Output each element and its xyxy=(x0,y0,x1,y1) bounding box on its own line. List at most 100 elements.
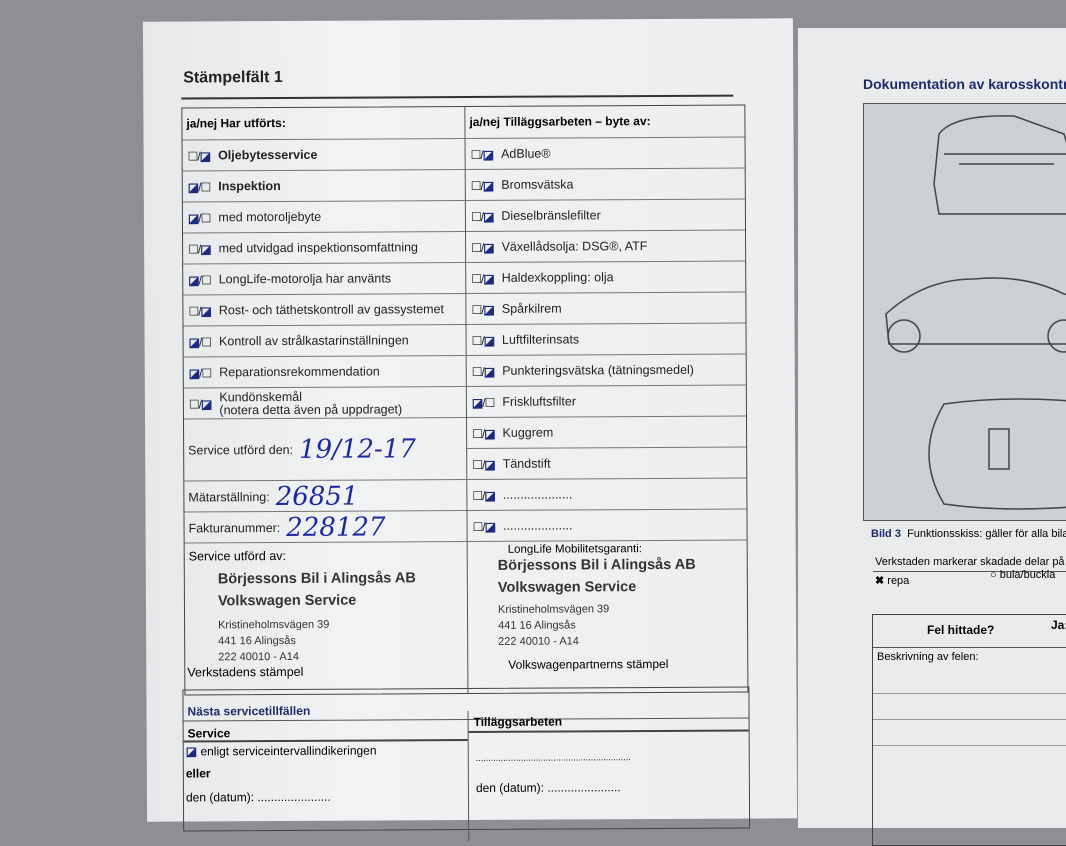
item-label: Friskluftsfilter xyxy=(502,394,577,409)
item-label: med utvidgad inspektionsomfattning xyxy=(218,240,419,256)
ja-nej-checkboxes[interactable]: ☐/◪ xyxy=(471,364,495,379)
stamp-name: Börjessons Bil i Alingsås AB xyxy=(497,556,696,574)
checkbox-checked-icon[interactable]: ◪ xyxy=(484,426,495,441)
checklist-row: ◪/☐ Inspektion xyxy=(182,169,465,203)
checkbox-checked-icon[interactable]: ◪ xyxy=(188,272,199,287)
ja-nej-checkboxes[interactable]: ☐/◪ xyxy=(470,147,494,162)
checkbox-icon[interactable]: ☐ xyxy=(200,179,211,194)
ja-nej-checkboxes[interactable]: ☐/◪ xyxy=(470,209,494,224)
checkbox-checked-icon[interactable]: ◪ xyxy=(200,303,211,318)
checkbox-icon[interactable]: ☐ xyxy=(201,365,212,380)
checkbox-checked-icon[interactable]: ◪ xyxy=(483,240,494,255)
checkbox-icon[interactable]: ☐ xyxy=(471,240,481,255)
checklist-row: ◪/☐ Reparationsrekommendation xyxy=(183,355,466,389)
ja-nej-checkboxes[interactable]: ☐/◪ xyxy=(472,488,495,503)
checkbox-checked-icon[interactable]: ◪ xyxy=(484,457,495,472)
checkbox-checked-icon[interactable]: ◪ xyxy=(185,744,198,759)
mileage-row: Mätarställning: 26851 xyxy=(184,479,467,513)
checklist-row: ☐/◪ Dieselbränslefilter xyxy=(465,198,746,233)
checkbox-icon[interactable]: ☐ xyxy=(200,272,211,287)
checkbox-checked-icon[interactable]: ◪ xyxy=(188,334,199,349)
checkbox-checked-icon[interactable]: ◪ xyxy=(483,302,494,317)
checkbox-icon[interactable]: ☐ xyxy=(470,147,481,162)
checklist-row: ☐/◪ Punkteringsvätska (tätningsmedel) xyxy=(466,353,746,388)
item-label: Kuggrem xyxy=(502,425,554,440)
checkbox-icon[interactable]: ☐ xyxy=(188,396,199,411)
checkbox-icon[interactable]: ☐ xyxy=(471,333,482,348)
checkbox-icon[interactable]: ☐ xyxy=(472,519,483,534)
checkbox-icon[interactable]: ☐ xyxy=(472,457,483,472)
checkbox-checked-icon[interactable]: ◪ xyxy=(483,364,495,379)
ja-nej-checkboxes[interactable]: ◪/☐ xyxy=(187,179,211,194)
item-label: Kundönskemål (notera detta även på uppdra… xyxy=(219,389,403,417)
checklist-row: ☐/◪ Tändstift xyxy=(467,446,747,481)
next-date-left: den (datum): ...................... xyxy=(185,789,331,805)
item-label: Dieselbränslefilter xyxy=(501,208,601,223)
checkbox-checked-icon[interactable]: ◪ xyxy=(188,365,200,380)
checkbox-checked-icon[interactable]: ◪ xyxy=(483,271,494,286)
ja-nej-checkboxes[interactable]: ☐/◪ xyxy=(471,302,494,317)
checkbox-checked-icon[interactable]: ◪ xyxy=(471,395,483,410)
item-label: Punkteringsvätska (tätningsmedel) xyxy=(502,362,694,378)
checkbox-icon[interactable]: ☐ xyxy=(188,303,199,318)
circle-icon: ○ xyxy=(990,569,997,581)
checkbox-icon[interactable]: ☐ xyxy=(472,426,482,441)
ja-nej-checkboxes[interactable]: ☐/◪ xyxy=(472,457,495,472)
checkbox-icon[interactable]: ☐ xyxy=(472,488,483,503)
checkbox-icon[interactable]: ☐ xyxy=(471,302,482,317)
checklist-row: ◪/☐ med motoroljebyte xyxy=(182,200,466,234)
checkbox-checked-icon[interactable]: ◪ xyxy=(484,488,495,503)
stamp-code: 222 40010 - A14 xyxy=(218,650,300,664)
ja-nej-checkboxes[interactable]: ☐/◪ xyxy=(472,426,495,441)
checkbox-checked-icon[interactable]: ◪ xyxy=(187,210,199,225)
ja-nej-checkboxes[interactable]: ☐/◪ xyxy=(471,240,494,255)
checkbox-checked-icon[interactable]: ◪ xyxy=(484,519,496,534)
ja-nej-checkboxes[interactable]: ☐/◪ xyxy=(188,241,211,256)
ja-nej-checkboxes[interactable]: ☐/◪ xyxy=(187,148,211,163)
ja-nej-checkboxes[interactable]: ◪/☐ xyxy=(471,395,495,410)
checkbox-icon[interactable]: ☐ xyxy=(187,148,198,163)
checkbox-icon[interactable]: ☐ xyxy=(470,209,481,224)
ja-nej-checkboxes[interactable]: ◪/☐ xyxy=(188,365,212,380)
checkbox-icon[interactable]: ☐ xyxy=(470,178,481,193)
checklist-row: ☐/◪.................... xyxy=(467,508,747,543)
checkbox-checked-icon[interactable]: ◪ xyxy=(200,396,212,411)
ja-nej-checkboxes[interactable]: ☐/◪ xyxy=(188,303,211,318)
ja-nej-checkboxes[interactable]: ☐/◪ xyxy=(471,271,494,286)
ja-nej-checkboxes[interactable]: ☐/◪ xyxy=(470,178,494,193)
checkbox-checked-icon[interactable]: ◪ xyxy=(483,209,494,224)
ja-nej-checkboxes[interactable]: ☐/◪ xyxy=(472,519,496,534)
checkbox-icon[interactable]: ☐ xyxy=(201,334,212,349)
checklist-row: ☐/◪ Oljebytesservice xyxy=(182,138,465,172)
ja-nej-checkboxes[interactable]: ◪/☐ xyxy=(188,272,211,287)
ja-nej-checkboxes[interactable]: ◪/☐ xyxy=(187,210,211,225)
right-page: Dokumentation av karosskontr Bild 3 Funk… xyxy=(798,28,1066,846)
stamp-code: 222 40010 - A14 xyxy=(498,635,579,648)
ja-nej-checkboxes[interactable]: ◪/☐ xyxy=(188,334,212,349)
checklist-row: ☐/◪ Rost- och täthetskontroll av gassyste… xyxy=(183,293,466,327)
checkbox-checked-icon[interactable]: ◪ xyxy=(187,179,199,194)
legend-scratch-label: repa xyxy=(887,575,910,587)
checkbox-icon[interactable]: ☐ xyxy=(484,395,495,410)
stamp-table: ja/nej Har utförts: ja/nej Tilläggsarbet… xyxy=(181,104,749,696)
invoice-row: Fakturanummer: 228127 xyxy=(184,510,467,544)
next-service-table: Nästa servicetillfällen Service Tilläggs… xyxy=(182,686,751,842)
checkbox-checked-icon[interactable]: ◪ xyxy=(200,241,211,256)
item-label: Bromsvätska xyxy=(501,177,574,192)
checkbox-icon[interactable]: ☐ xyxy=(471,364,482,379)
checkbox-icon[interactable]: ☐ xyxy=(188,241,198,256)
ja-nej-checkboxes[interactable]: ☐/◪ xyxy=(471,333,495,348)
ja-nej-checkboxes[interactable]: ☐/◪ xyxy=(188,396,212,411)
checklist-row: ☐/◪ Bromsvätska xyxy=(465,167,745,202)
stamp-name: Börjessons Bil i Alingsås AB xyxy=(217,570,416,588)
checkbox-icon[interactable]: ☐ xyxy=(471,271,482,286)
stamp-street: Kristineholmsvägen 39 xyxy=(218,618,330,632)
checkbox-checked-icon[interactable]: ◪ xyxy=(199,148,211,163)
item-label: med motoroljebyte xyxy=(218,209,322,225)
checkbox-checked-icon[interactable]: ◪ xyxy=(482,147,494,162)
checkbox-checked-icon[interactable]: ◪ xyxy=(483,333,495,348)
page-title: Stämpelfält 1 xyxy=(183,68,283,87)
car-diagram-icon xyxy=(885,115,1066,510)
checkbox-checked-icon[interactable]: ◪ xyxy=(482,178,494,193)
checkbox-icon[interactable]: ☐ xyxy=(200,210,211,225)
